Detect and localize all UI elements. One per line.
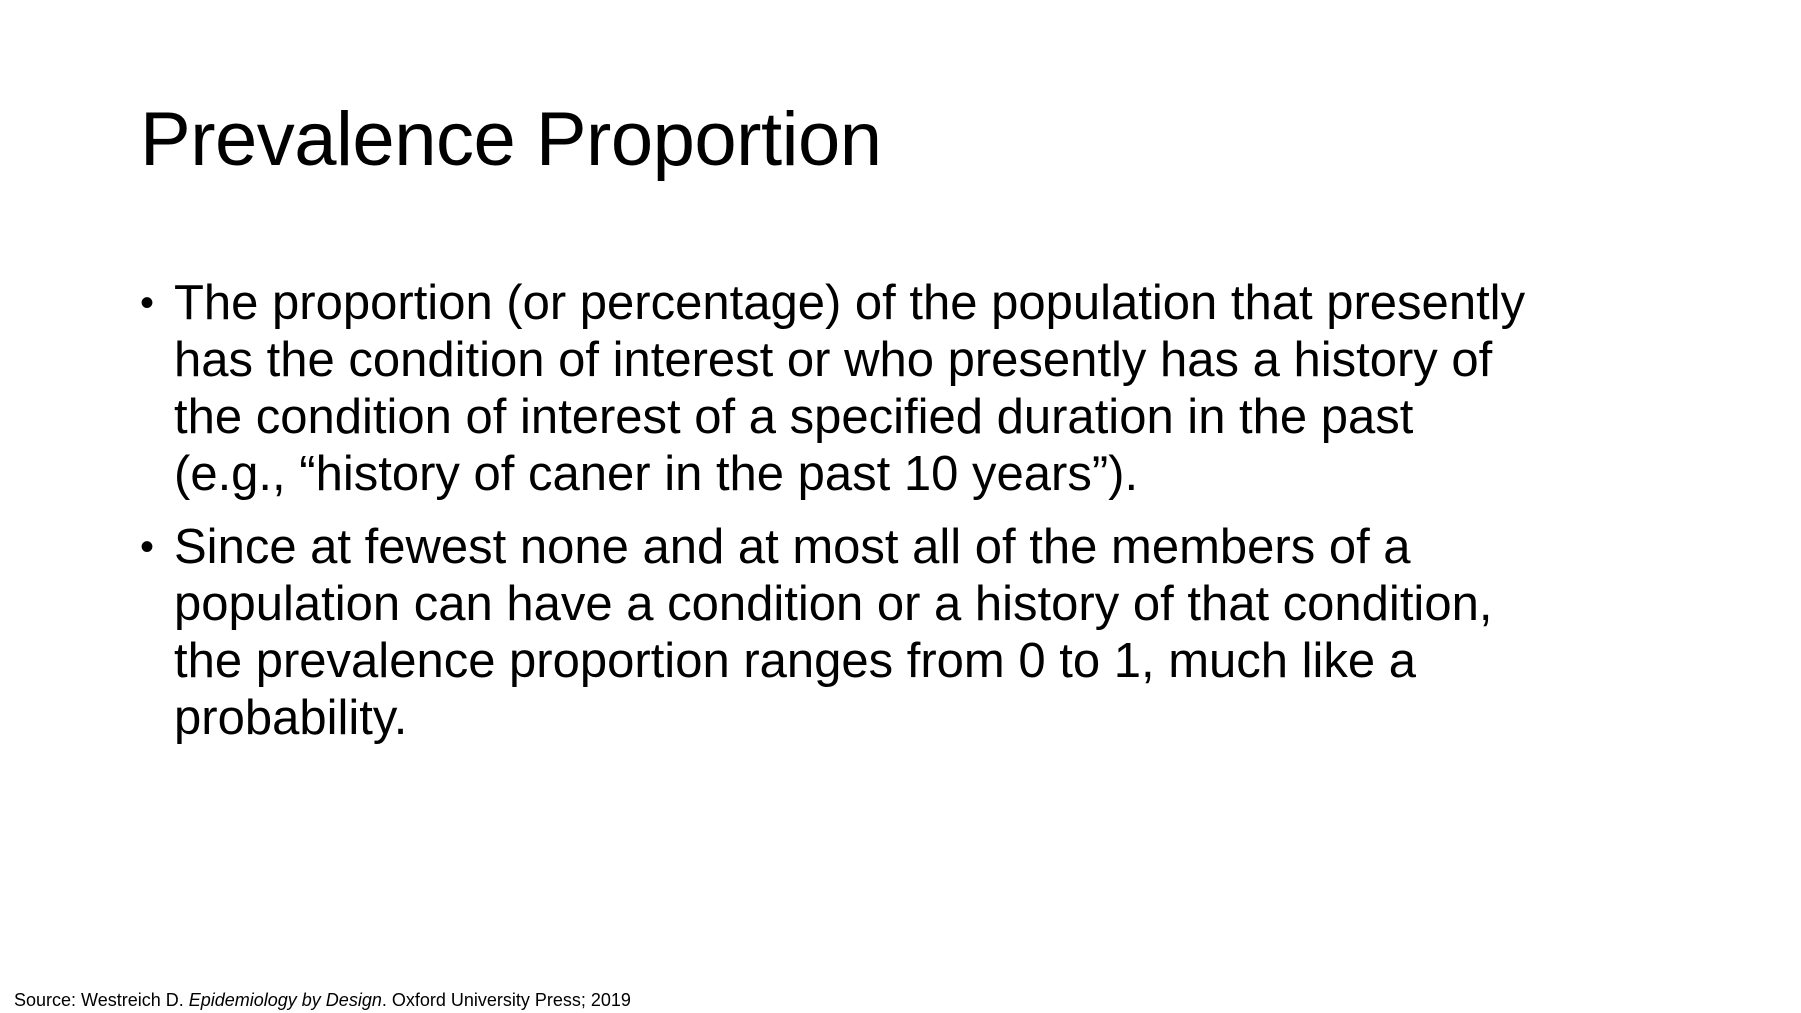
bullet-text-line: (e.g., “history of caner in the past 10 … [174, 447, 1139, 501]
bullet-text-line: probability. [174, 691, 408, 745]
slide-title: Prevalence Proportion [140, 97, 882, 182]
bullet-list: • The proportion (or percentage) of the … [140, 275, 1680, 763]
bullet-text-line: Since at fewest none and at most all of … [174, 520, 1411, 574]
source-suffix: . Oxford University Press; 2019 [381, 990, 631, 1010]
bullet-item: • Since at fewest none and at most all o… [140, 519, 1680, 747]
bullet-text-line: has the condition of interest or who pre… [174, 333, 1493, 387]
bullet-text-line: The proportion (or percentage) of the po… [174, 276, 1526, 330]
source-prefix: Source: Westreich D. [14, 990, 189, 1010]
bullet-dot-icon: • [140, 525, 155, 569]
source-book-title: Epidemiology by Design [188, 990, 382, 1010]
bullet-text-line: the condition of interest of a specified… [174, 390, 1414, 444]
bullet-text-line: population can have a condition or a his… [174, 577, 1493, 631]
bullet-text-line: the prevalence proportion ranges from 0 … [174, 634, 1417, 688]
bullet-item: • The proportion (or percentage) of the … [140, 275, 1680, 503]
source-citation: Source: Westreich D. Epidemiology by Des… [14, 989, 631, 1011]
bullet-dot-icon: • [140, 281, 155, 325]
